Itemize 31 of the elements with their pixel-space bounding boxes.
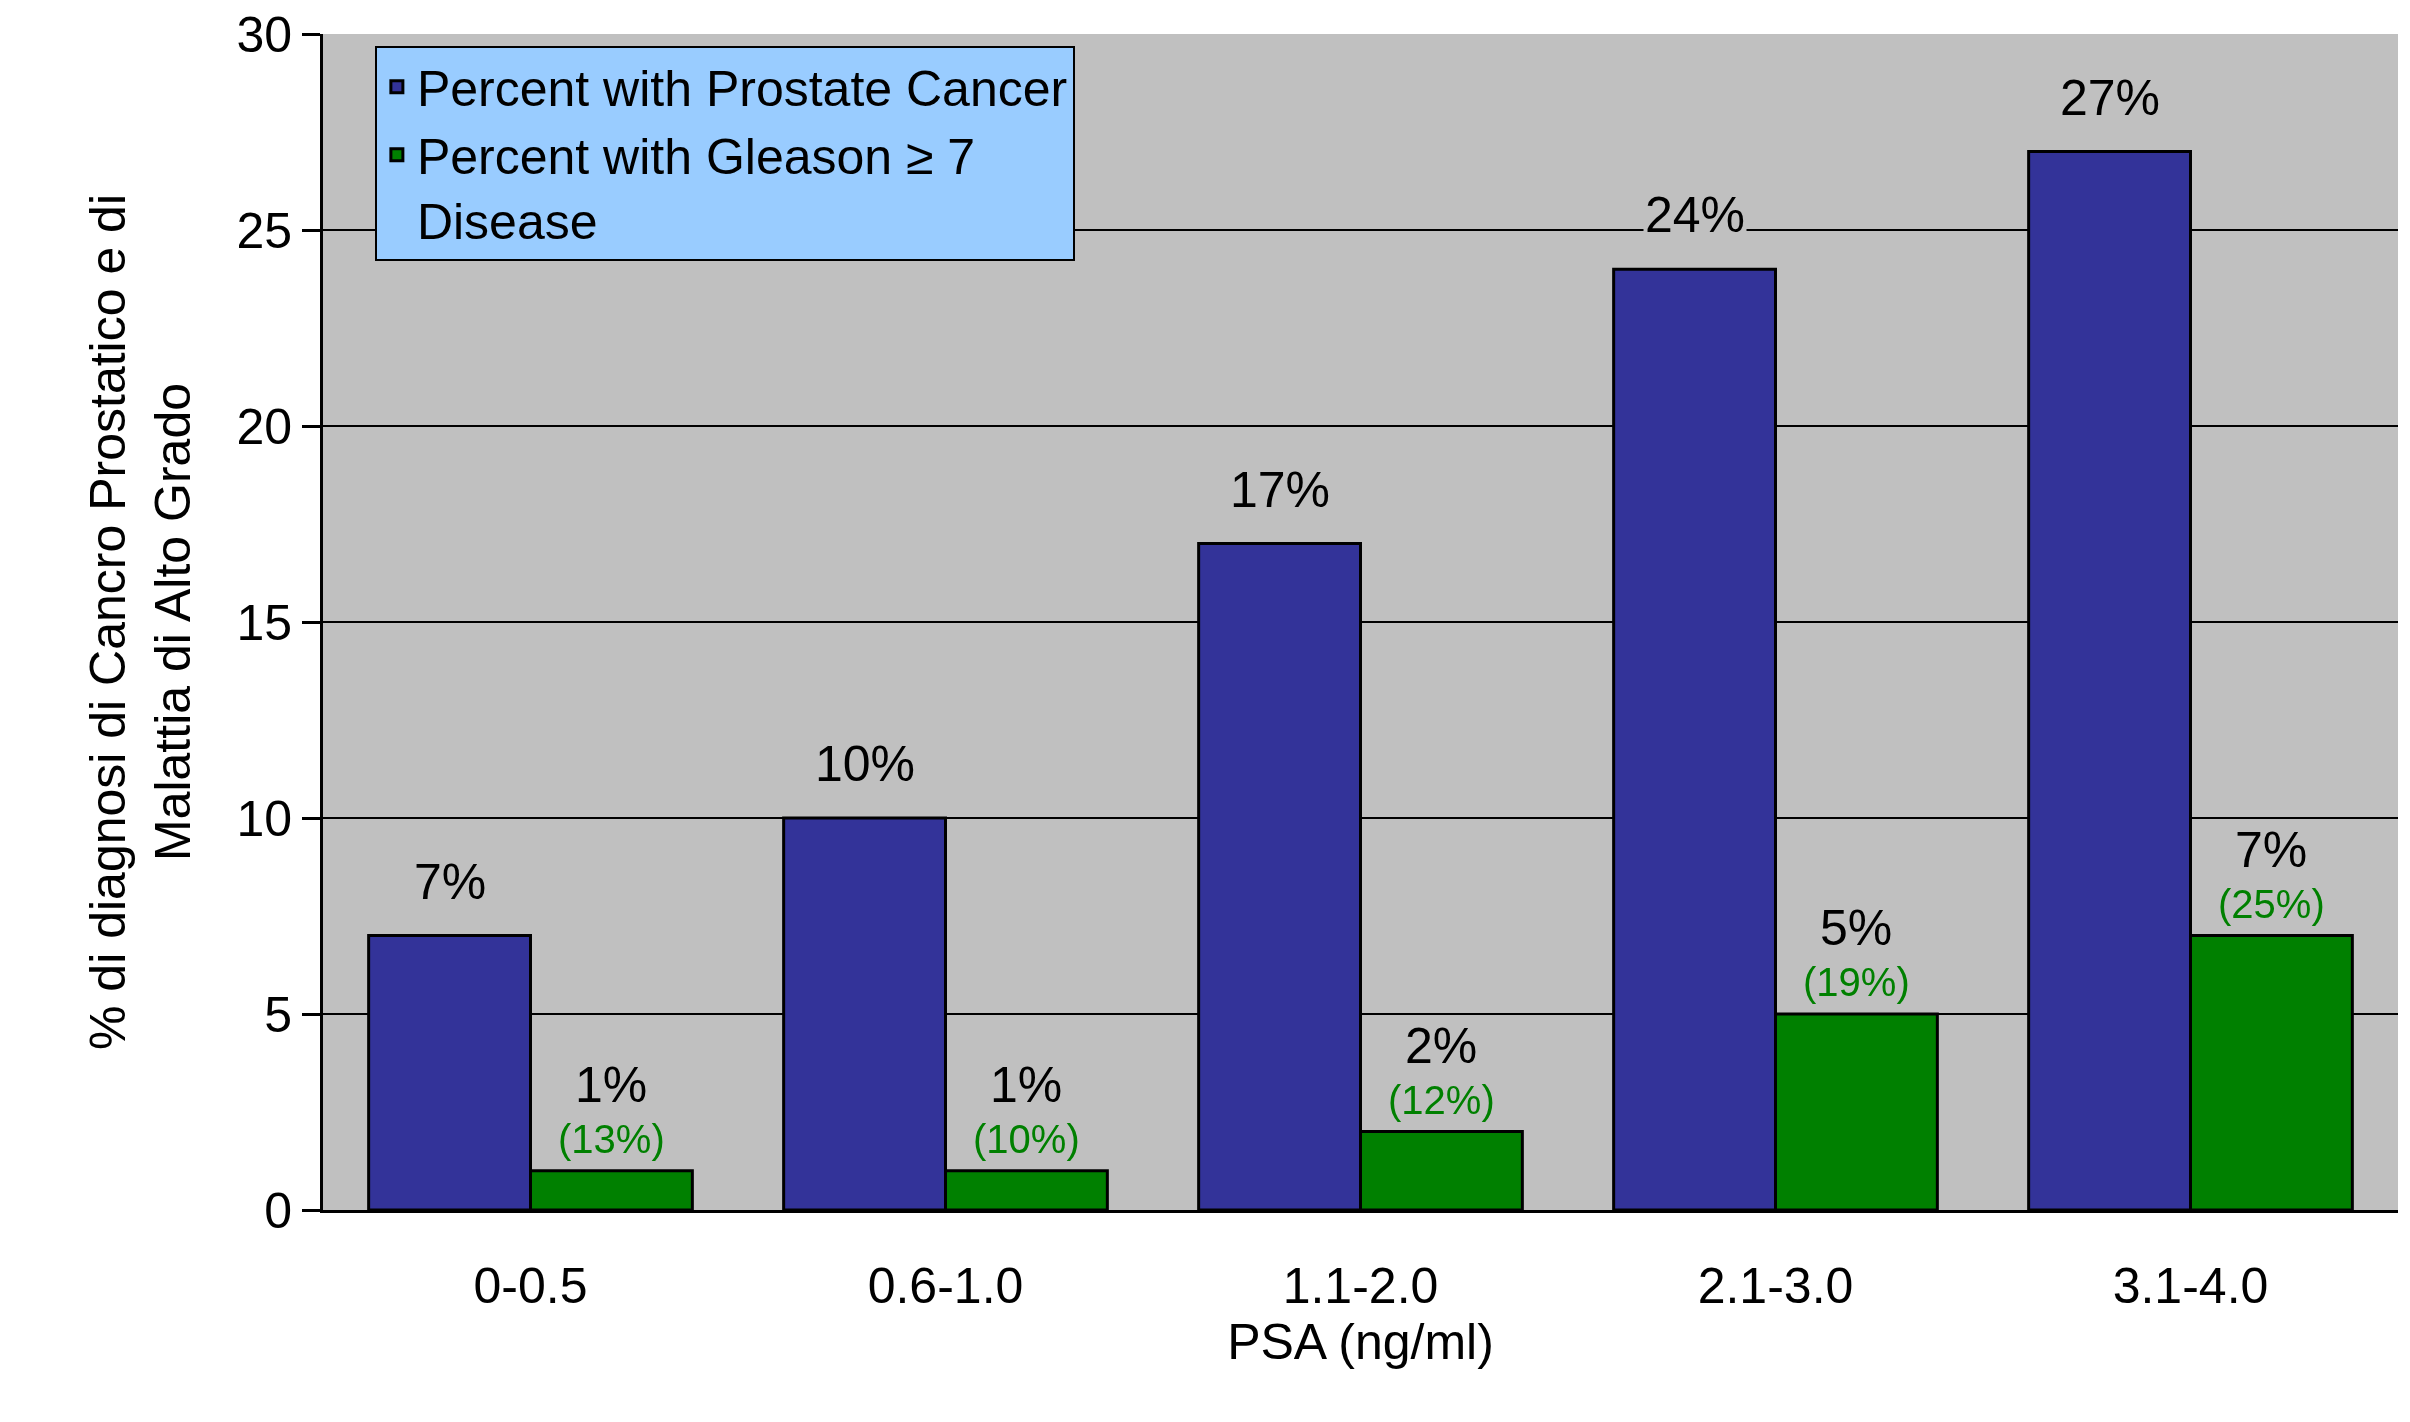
y-tick-label: 20	[236, 398, 292, 455]
x-tick-label: 2.1-3.0	[1697, 1258, 1854, 1314]
x-tick-label: 3.1-4.0	[2112, 1258, 2269, 1314]
data-label: 7%	[414, 854, 487, 910]
annotation: (25%)	[2218, 882, 2325, 926]
data-label: 5%	[1820, 900, 1893, 956]
annotation: (10%)	[973, 1117, 1080, 1161]
x-tick-label: 0-0.5	[473, 1258, 588, 1314]
x-axis-title: PSA (ng/ml)	[1227, 1314, 1494, 1370]
legend-label: Percent with Prostate Cancer	[416, 61, 1068, 118]
data-label: 10%	[815, 736, 916, 792]
legend-label: Percent with Gleason ≥ 7 Disease	[416, 129, 976, 251]
x-tick-label: 1.1-2.0	[1282, 1258, 1439, 1314]
annotation: (12%)	[1388, 1078, 1495, 1122]
data-label: 2%	[1405, 1018, 1478, 1074]
data-label: 1%	[575, 1057, 648, 1113]
x-tick-label: 0.6-1.0	[867, 1258, 1024, 1314]
data-label: 1%	[990, 1057, 1063, 1113]
y-tick-label: 0	[264, 1182, 292, 1239]
y-axis-title: % di diagnosi di Cancro Prostatico e di Malattia di Alto Grado	[80, 193, 202, 1051]
y-tick-label: 30	[236, 6, 292, 63]
data-label: 7%	[2235, 822, 2308, 878]
annotation: (19%)	[1803, 960, 1910, 1004]
y-tick-label: 5	[264, 986, 292, 1043]
data-label: 17%	[1230, 462, 1331, 518]
annotation: (13%)	[558, 1117, 665, 1161]
y-tick-label: 25	[236, 202, 292, 259]
data-label: 24%	[1645, 187, 1746, 243]
data-label: 27%	[2060, 70, 2161, 126]
y-tick-label: 10	[236, 790, 292, 847]
y-tick-label: 15	[236, 594, 292, 651]
